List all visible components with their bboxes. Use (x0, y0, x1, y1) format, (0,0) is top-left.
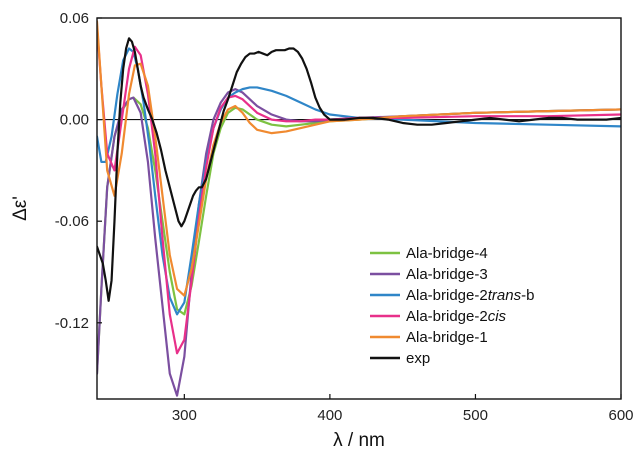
legend-label: Ala-bridge-1 (406, 329, 488, 346)
series-line-2 (97, 47, 621, 316)
y-tick-label: 0.06 (60, 10, 89, 27)
x-tick-label: 600 (608, 407, 633, 424)
series-line-4 (97, 20, 621, 297)
y-axis-label: Δε' (10, 196, 31, 221)
legend-label: Ala-bridge-2trans-b (406, 287, 534, 304)
y-tick-label: -0.06 (55, 213, 89, 230)
y-tick-label: -0.12 (55, 315, 89, 332)
legend: Ala-bridge-4 Ala-bridge-3 Ala-bridge-2tran… (370, 245, 534, 367)
x-tick-label: 300 (172, 407, 197, 424)
legend-label: Ala-bridge-2cis (406, 308, 507, 325)
series-line-0 (97, 96, 621, 375)
legend-label: Ala-bridge-3 (406, 266, 488, 283)
y-tick-label: 0.00 (60, 112, 89, 129)
series-line-3 (97, 25, 621, 355)
legend-label: exp (406, 350, 430, 367)
x-axis-label: λ / nm (333, 430, 385, 451)
x-tick-label: 400 (317, 407, 342, 424)
ticks-layer: 300 400 500 600 0.06 0.00 -0.06 -0.12 (55, 10, 634, 424)
series-line-5 (97, 37, 621, 302)
x-tick-label: 500 (463, 407, 488, 424)
plot-frame (96, 17, 622, 400)
series-layer (97, 20, 621, 397)
legend-label: Ala-bridge-4 (406, 245, 488, 262)
